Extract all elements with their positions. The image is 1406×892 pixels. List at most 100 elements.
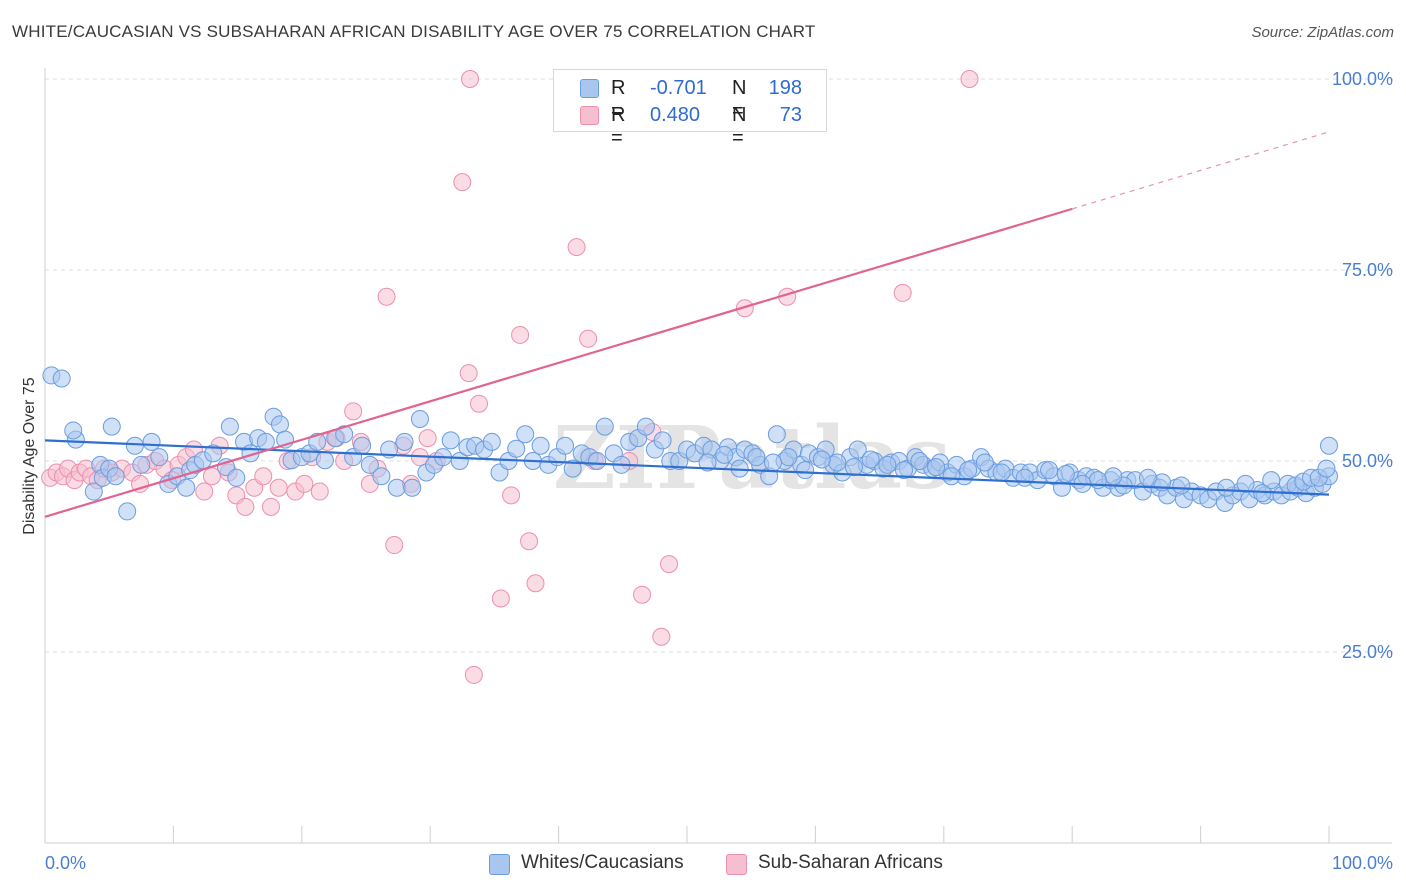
white-point <box>106 467 125 486</box>
sub-saharan-point <box>464 665 483 684</box>
white-point <box>878 455 897 474</box>
tick-labels: 25.0% 50.0% 75.0% 100.0% 0.0% 100.0% Disabilit… <box>21 69 1393 873</box>
white-point <box>531 436 550 455</box>
sub-saharan-point <box>526 574 545 593</box>
white-point <box>315 451 334 470</box>
bottom-legend-label: Sub-Saharan Africans <box>758 852 943 873</box>
sub-saharan-point <box>131 474 150 493</box>
legend-n-key: N = <box>732 77 747 122</box>
white-point <box>975 453 994 472</box>
chart-title: WHITE/CAUCASIAN VS SUBSAHARAN AFRICAN DI… <box>12 22 816 41</box>
sub-saharan-point <box>453 173 472 192</box>
legend-n-value: 198 <box>768 77 802 99</box>
white-point <box>1138 468 1157 487</box>
sub-saharan-point <box>652 627 671 646</box>
white-point <box>861 450 880 469</box>
white-point <box>698 453 717 472</box>
x-tick-label: 0.0% <box>45 853 86 873</box>
sub-saharan-point <box>295 474 314 493</box>
white-point <box>1172 476 1191 495</box>
x-tick-label: 100.0% <box>1332 853 1393 873</box>
legend-swatch-blue <box>580 79 599 98</box>
white-point <box>1040 461 1059 480</box>
white-point <box>779 448 798 467</box>
sub-saharan-point <box>377 287 396 306</box>
correlation-legend: R = -0.701 N = 198 R = 0.480 N = 73 <box>553 69 827 149</box>
y-tick-label: 100.0% <box>1332 69 1393 89</box>
white-point <box>764 453 783 472</box>
white-point <box>1217 478 1236 497</box>
white-point <box>125 436 144 455</box>
white-point <box>220 417 239 436</box>
sub-saharan-point <box>269 478 288 497</box>
sub-saharan-point <box>579 329 598 348</box>
white-point <box>482 432 501 451</box>
trend-lines <box>44 131 1330 518</box>
white-point <box>910 452 929 470</box>
bottom-legend-swatch-blue <box>489 854 510 875</box>
white-point <box>959 461 978 480</box>
white-point <box>403 478 422 497</box>
white-point <box>767 425 786 444</box>
white-point <box>588 452 607 470</box>
white-point <box>507 439 526 458</box>
legend-r-key: R = <box>611 104 626 149</box>
white-point <box>715 445 734 464</box>
white-point <box>747 448 766 467</box>
bottom-legend-swatch-pink <box>726 854 747 875</box>
white-point <box>828 453 847 472</box>
y-axis-title: Disability Age Over 75 <box>21 377 38 535</box>
white-point <box>64 421 83 440</box>
white-point <box>410 409 429 428</box>
white-point <box>335 425 354 444</box>
sub-saharan-point <box>459 364 478 383</box>
bottom-legend-label: Whites/Caucasians <box>521 852 684 873</box>
legend-n-key: N = <box>732 104 747 149</box>
white-point <box>894 461 913 480</box>
sub-saharan-point <box>511 325 530 344</box>
white-point <box>142 432 161 451</box>
white-point <box>1056 464 1075 483</box>
white-point <box>812 450 831 469</box>
sub-saharan-point <box>893 283 912 302</box>
white-point <box>1015 468 1034 487</box>
white-point <box>1236 474 1255 493</box>
white-point <box>636 417 655 436</box>
white-point <box>595 417 614 436</box>
white-point <box>516 425 535 444</box>
axes <box>44 68 1392 844</box>
y-tick-label: 50.0% <box>1342 451 1393 471</box>
sub-saharan-trend-line <box>44 207 1073 518</box>
white-point <box>84 482 103 501</box>
white-point <box>360 455 379 474</box>
sub-saharan-point <box>254 467 273 486</box>
sub-saharan-point <box>195 482 214 501</box>
white-point <box>353 436 372 455</box>
sub-saharan-point <box>310 482 329 501</box>
white-point <box>796 461 815 480</box>
white-point <box>848 440 867 459</box>
white-point <box>1262 471 1281 490</box>
sub-saharan-point <box>385 536 404 555</box>
white-point <box>150 448 169 467</box>
white-point <box>52 369 71 388</box>
chart-source: Source: ZipAtlas.com <box>1251 24 1394 41</box>
white-point <box>102 417 121 436</box>
sub-saharan-point <box>633 585 652 604</box>
sub-saharan-point <box>735 299 754 318</box>
white-point <box>118 502 137 521</box>
legend-r-key: R = <box>611 77 626 122</box>
white-point <box>942 467 961 486</box>
white-point <box>308 432 327 451</box>
white-trend-line <box>44 439 1330 496</box>
white-point <box>132 455 151 474</box>
sub-saharan-point <box>461 70 480 88</box>
legend-r-value: 0.480 <box>650 104 701 126</box>
sub-saharan-point <box>236 497 255 516</box>
legend-swatch-pink <box>580 106 599 125</box>
sub-saharan-point <box>344 402 363 421</box>
white-point <box>653 431 672 450</box>
sub-saharan-point <box>960 70 979 88</box>
grid-lines <box>45 78 1395 653</box>
